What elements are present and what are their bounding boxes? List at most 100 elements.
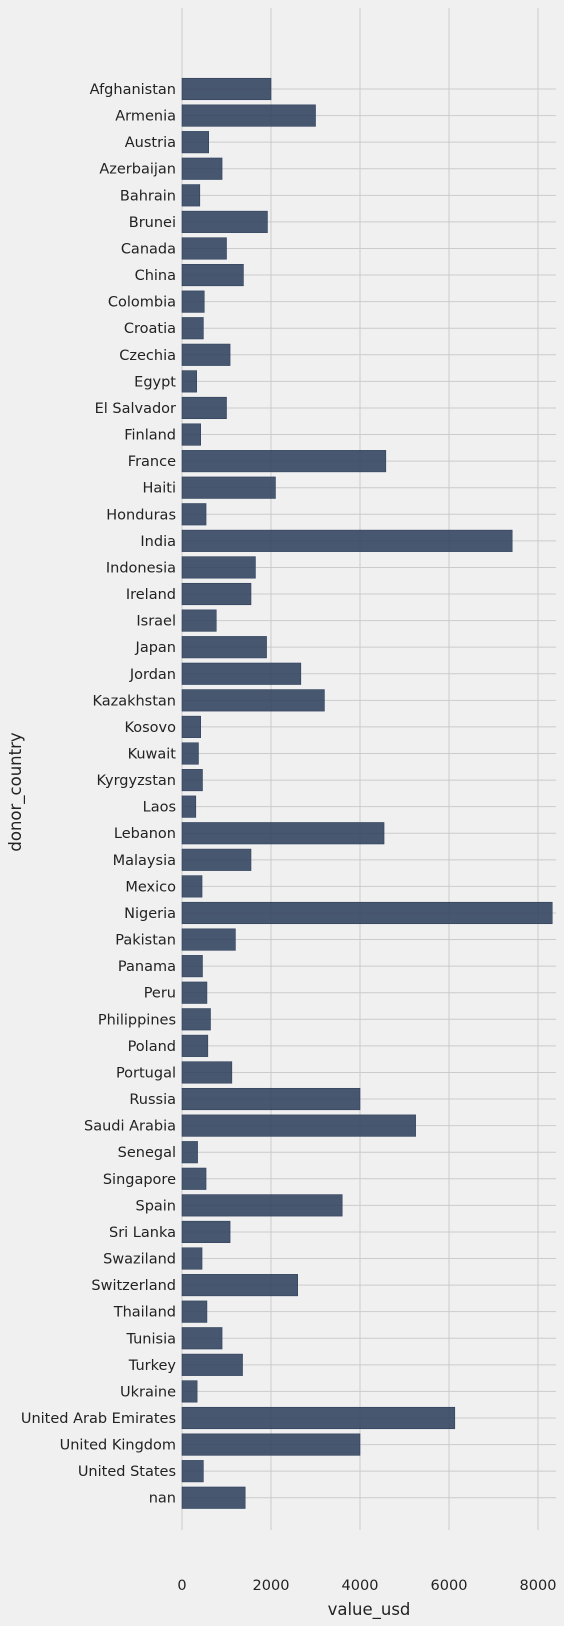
x-tick-label: 0 xyxy=(177,1578,186,1594)
bar-nan xyxy=(181,1486,246,1509)
y-tick-label-finland: Finland xyxy=(124,428,176,444)
y-tick-label-thailand: Thailand xyxy=(113,1305,176,1321)
bar-haiti xyxy=(181,476,276,499)
y-axis-title: donor_country xyxy=(6,732,26,851)
y-tick-label-panama: Panama xyxy=(118,959,176,975)
y-tick-label-nan: nan xyxy=(149,1491,176,1507)
bar-kazakhstan xyxy=(181,689,325,712)
bar-israel xyxy=(181,609,217,632)
x-tick-label: 2000 xyxy=(253,1578,290,1594)
bar-laos xyxy=(181,795,197,818)
bar-jordan xyxy=(181,662,302,685)
bar-peru xyxy=(181,981,208,1004)
bar-swaziland xyxy=(181,1247,203,1270)
bar-kosovo xyxy=(181,715,201,738)
bar-united-arab-emirates xyxy=(181,1406,456,1430)
bar-kuwait xyxy=(181,742,199,765)
y-tick-label-canada: Canada xyxy=(121,241,176,257)
bar-honduras xyxy=(181,503,207,526)
y-tick-label-colombia: Colombia xyxy=(108,295,176,311)
y-tick-label-turkey: Turkey xyxy=(128,1358,177,1374)
bar-colombia xyxy=(181,290,205,313)
bar-kyrgyzstan xyxy=(181,769,203,792)
bar-panama xyxy=(181,955,203,978)
bar-brunei xyxy=(181,210,268,233)
bar-china xyxy=(181,264,244,287)
bar-senegal xyxy=(181,1141,198,1164)
bar-sri-lanka xyxy=(181,1220,231,1243)
y-tick-label-malaysia: Malaysia xyxy=(113,853,176,869)
y-tick-label-united-states: United States xyxy=(78,1464,176,1480)
y-tick-label-brunei: Brunei xyxy=(129,215,176,231)
bar-poland xyxy=(181,1034,209,1057)
bar-ukraine xyxy=(181,1380,198,1403)
bar-philippines xyxy=(181,1008,211,1031)
bar-nigeria xyxy=(181,901,553,925)
y-tick-label-kuwait: Kuwait xyxy=(128,747,177,763)
y-tick-label-sri-lanka: Sri Lanka xyxy=(109,1225,176,1241)
bar-indonesia xyxy=(181,556,256,579)
bar-malaysia xyxy=(181,848,252,871)
x-tick-label: 6000 xyxy=(431,1578,468,1594)
bar-japan xyxy=(181,636,267,659)
y-tick-label-laos: Laos xyxy=(143,800,176,816)
bar-armenia xyxy=(181,104,316,127)
y-tick-label-el-salvador: El Salvador xyxy=(95,401,176,417)
y-tick-label-switzerland: Switzerland xyxy=(91,1278,176,1294)
y-tick-label-japan: Japan xyxy=(135,640,176,656)
y-tick-label-indonesia: Indonesia xyxy=(106,560,176,576)
y-tick-label-lebanon: Lebanon xyxy=(114,826,176,842)
y-tick-label-afghanistan: Afghanistan xyxy=(90,82,176,98)
x-tick-label: 8000 xyxy=(520,1578,557,1594)
bar-india xyxy=(181,529,513,552)
y-tick-label-austria: Austria xyxy=(125,135,176,151)
y-tick-label-china: China xyxy=(135,268,176,284)
bar-pakistan xyxy=(181,928,236,951)
y-tick-label-swaziland: Swaziland xyxy=(103,1252,176,1268)
bar-mexico xyxy=(181,875,203,898)
y-tick-label-croatia: Croatia xyxy=(124,321,176,337)
bar-czechia xyxy=(181,343,231,366)
bar-france xyxy=(181,450,387,473)
y-tick-label-india: India xyxy=(140,534,176,550)
bar-canada xyxy=(181,237,227,260)
y-tick-label-russia: Russia xyxy=(129,1092,176,1108)
bar-croatia xyxy=(181,317,204,340)
bar-finland xyxy=(181,423,201,446)
y-tick-label-haiti: Haiti xyxy=(142,481,176,497)
y-tick-label-ireland: Ireland xyxy=(126,587,176,603)
bar-azerbaijan xyxy=(181,157,223,180)
y-tick-label-portugal: Portugal xyxy=(116,1065,176,1081)
bar-switzerland xyxy=(181,1274,298,1297)
x-tick-label: 4000 xyxy=(342,1578,379,1594)
y-tick-label-senegal: Senegal xyxy=(118,1145,176,1161)
y-tick-label-kazakhstan: Kazakhstan xyxy=(92,693,176,709)
bar-egypt xyxy=(181,370,197,393)
y-tick-label-kosovo: Kosovo xyxy=(124,720,176,736)
y-tick-label-azerbaijan: Azerbaijan xyxy=(99,162,176,178)
bar-austria xyxy=(181,131,210,154)
bar-singapore xyxy=(181,1167,207,1190)
bar-united-states xyxy=(181,1460,204,1483)
bar-turkey xyxy=(181,1353,243,1376)
y-tick-label-nigeria: Nigeria xyxy=(124,906,176,922)
y-tick-label-jordan: Jordan xyxy=(129,667,176,683)
y-tick-labels: Afghanistan Armenia Austria Azerbaijan Bahra… xyxy=(21,82,177,1507)
bar-afghanistan xyxy=(181,77,272,101)
y-tick-label-united-kingdom: United Kingdom xyxy=(60,1438,176,1454)
bar-united-kingdom xyxy=(181,1433,361,1456)
bar-tunisia xyxy=(181,1327,223,1350)
bar-spain xyxy=(181,1194,343,1217)
y-tick-label-tunisia: Tunisia xyxy=(125,1331,176,1347)
y-tick-label-spain: Spain xyxy=(135,1198,176,1214)
bars xyxy=(181,77,553,1509)
y-tick-label-poland: Poland xyxy=(128,1039,176,1055)
y-tick-label-israel: Israel xyxy=(136,614,176,630)
y-tick-label-czechia: Czechia xyxy=(119,348,176,364)
y-tick-label-saudi-arabia: Saudi Arabia xyxy=(84,1119,176,1135)
y-tick-label-kyrgyzstan: Kyrgyzstan xyxy=(97,773,176,789)
bar-portugal xyxy=(181,1061,233,1084)
bar-thailand xyxy=(181,1300,208,1323)
y-tick-label-philippines: Philippines xyxy=(98,1012,176,1028)
